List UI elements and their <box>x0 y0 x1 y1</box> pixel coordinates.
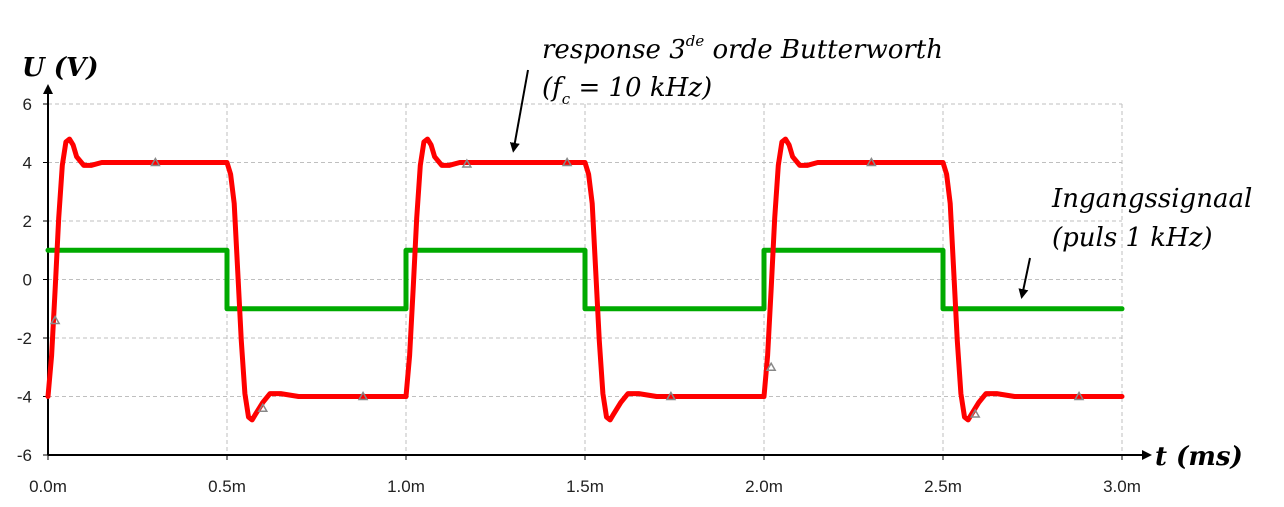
annotation-response-line2: (fc = 10 kHz) <box>542 73 712 108</box>
annotation-response-sup: de <box>686 32 705 50</box>
markers-group <box>49 156 1085 418</box>
annotation-response-sub: c <box>562 90 571 108</box>
series-input-pulse <box>45 247 1125 312</box>
x-tick-label-4: 2.0m <box>745 477 783 496</box>
x-tick-label-0: 0.0m <box>29 477 67 496</box>
data-marker-10 <box>1073 390 1085 401</box>
y-tick-label-0: 6 <box>23 95 32 114</box>
data-marker-0 <box>49 314 61 325</box>
data-marker-4 <box>461 158 473 168</box>
series-group <box>45 136 1125 423</box>
data-marker-6 <box>665 390 677 401</box>
data-marker-5 <box>561 156 573 167</box>
data-marker-9 <box>969 408 981 418</box>
annotation-response-post: orde Butterworth <box>704 35 943 65</box>
annotation-ingang-line1: Ingangssignaal <box>1051 184 1252 214</box>
y-tick-label-3: 0 <box>23 271 32 290</box>
x-tick-label-5: 2.5m <box>924 477 962 496</box>
data-marker-8 <box>866 156 877 167</box>
y-tick-label-1: 4 <box>23 154 32 173</box>
annotation-response-l2post: = 10 kHz) <box>570 73 712 103</box>
y-tick-label-4: -2 <box>17 329 32 348</box>
y-axis-title: U (V) <box>22 53 99 83</box>
x-axis-title: t (ms) <box>1155 442 1243 472</box>
annotation-ingang-line2: (puls 1 kHz) <box>1052 223 1213 253</box>
data-marker-3 <box>357 390 369 401</box>
annotation-response-line1: response 3de orde Butterworth <box>542 32 943 65</box>
x-tick-label-3: 1.5m <box>566 477 604 496</box>
tick-labels: 0.0m 0.5m 1.0m 1.5m 2.0m 2.5m 3.0m 6 4 2 0 -2 -4 -6 <box>17 95 1141 496</box>
x-tick-label-2: 1.0m <box>387 477 425 496</box>
x-tick-label-1: 0.5m <box>208 477 246 496</box>
annotation-ingang-arrow <box>1018 257 1031 300</box>
y-tick-label-2: 2 <box>23 212 32 231</box>
annotation-response-arrow <box>509 69 529 153</box>
data-marker-2 <box>257 402 269 412</box>
x-tick-label-6: 3.0m <box>1103 477 1141 496</box>
annotation-ingang: Ingangssignaal (puls 1 kHz) <box>1018 184 1252 300</box>
annotation-response: response 3de orde Butterworth (fc = 10 k… <box>509 32 943 153</box>
data-marker-7 <box>765 361 777 371</box>
series-butterworth-response <box>45 136 1125 423</box>
annotation-response-pre: response 3 <box>542 35 686 65</box>
y-tick-label-6: -6 <box>17 446 32 465</box>
y-tick-label-5: -4 <box>17 388 32 407</box>
data-marker-1 <box>150 156 161 167</box>
